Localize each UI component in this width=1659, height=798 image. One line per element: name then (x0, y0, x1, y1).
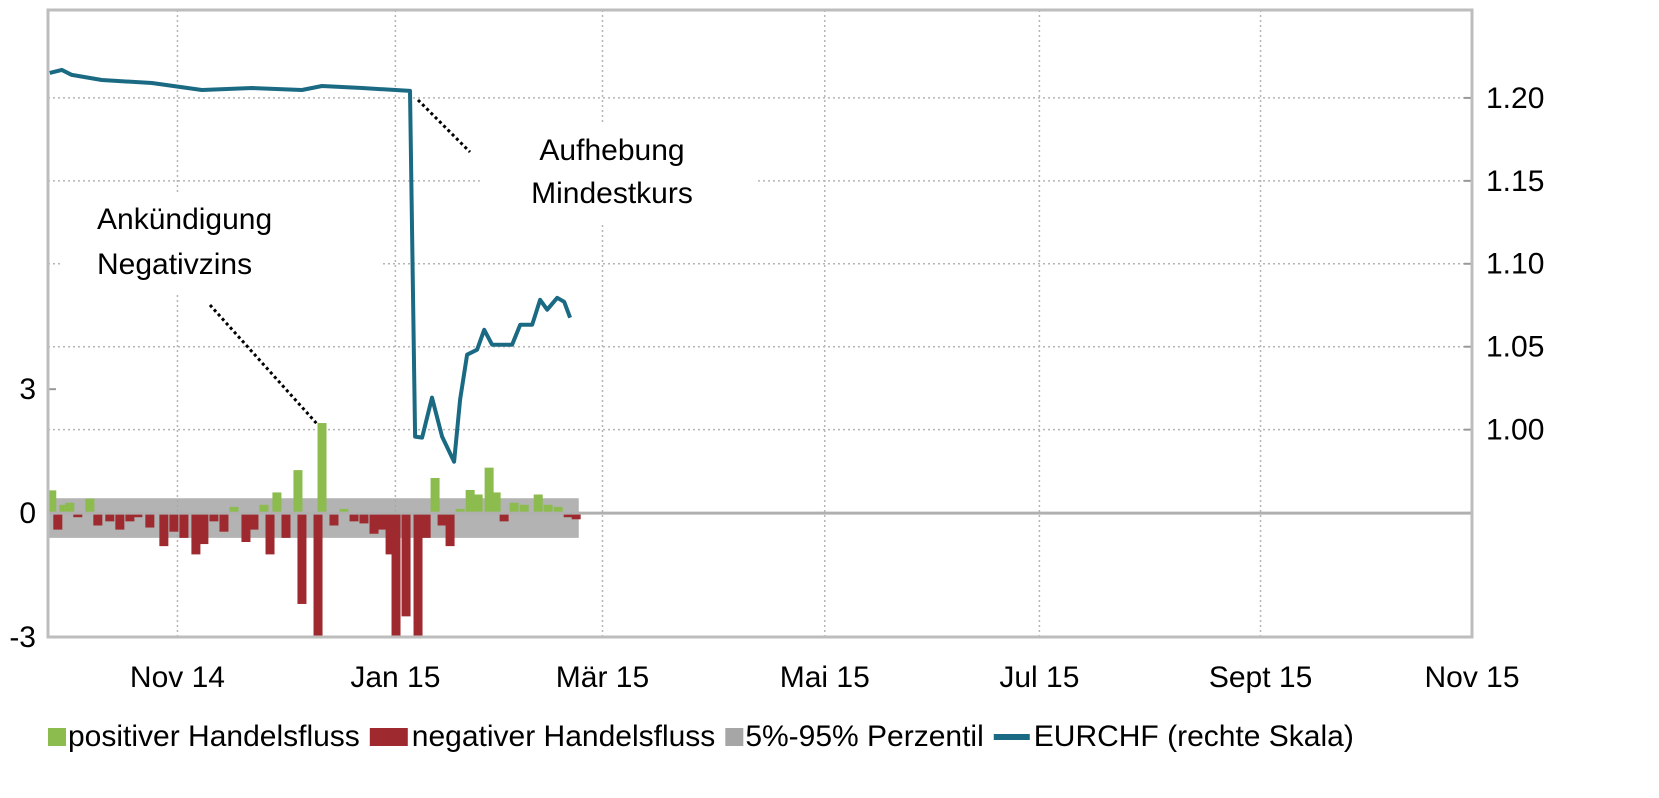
legend-swatch (48, 728, 66, 746)
annotation-text: Ankündigung (97, 203, 272, 236)
y-tick-label: -3 (9, 621, 36, 654)
bar (229, 506, 239, 514)
x-tick-label: Jul 15 (999, 661, 1079, 694)
bar (53, 513, 63, 530)
annotation-text: Aufhebung (539, 134, 684, 167)
x-tick-label: Mär 15 (556, 661, 649, 694)
y2-tick-label: 1.05 (1486, 331, 1544, 364)
bar (533, 494, 543, 514)
annotation-box (480, 122, 756, 222)
y-tick-label: 0 (19, 497, 36, 530)
bar (199, 513, 209, 545)
legend-swatch (369, 728, 408, 746)
bar (329, 513, 339, 526)
line (49, 67, 572, 464)
bar (369, 513, 379, 534)
bar (145, 513, 155, 528)
bar (553, 506, 563, 514)
bar (169, 513, 179, 532)
x-tick-label: Jan 15 (350, 661, 440, 694)
x-tick-label: Nov 15 (1424, 661, 1519, 694)
bar (59, 504, 69, 514)
bar (413, 513, 423, 637)
bar (115, 513, 125, 530)
annotation-text: Negativzins (97, 248, 252, 281)
bar (159, 513, 169, 547)
bar (421, 513, 431, 538)
x-tick-label: Sept 15 (1209, 661, 1312, 694)
legend-swatch (993, 734, 1030, 740)
bar (571, 513, 581, 520)
bar (491, 492, 501, 514)
bar (241, 513, 251, 542)
bar (437, 513, 447, 526)
bar (47, 490, 57, 514)
bar (430, 477, 440, 514)
bar (563, 513, 573, 518)
bar (191, 513, 201, 555)
bar (465, 489, 475, 514)
annotation-text: Mindestkurs (531, 177, 693, 210)
y2-tick-label: 1.10 (1486, 248, 1544, 281)
bar (209, 513, 219, 522)
x-tick-label: Nov 14 (130, 661, 225, 694)
bar (473, 494, 483, 514)
bar (125, 513, 135, 522)
bar (339, 508, 349, 514)
bar (93, 513, 103, 526)
bar (179, 513, 189, 538)
bar (265, 513, 275, 555)
bar (73, 513, 83, 518)
bar (85, 498, 95, 514)
bar (499, 513, 509, 522)
bar (249, 513, 259, 530)
plot-frame (46, 8, 1474, 639)
x-tick-label: Mai 15 (780, 661, 870, 694)
bar (359, 513, 369, 524)
bar (293, 470, 303, 514)
bar (133, 513, 143, 518)
bar (455, 508, 465, 514)
y2-tick-label: 1.15 (1486, 165, 1544, 198)
bar (509, 502, 519, 514)
legend: positiver Handelsfluss negativer Handelsf… (48, 720, 1354, 753)
bar (377, 513, 387, 530)
legend-swatch (725, 728, 744, 746)
bar (317, 423, 327, 514)
legend-label: 5%-95% Perzentil (745, 720, 983, 753)
y2-tick-label: 1.20 (1486, 82, 1544, 115)
bar (385, 513, 395, 555)
bar (543, 504, 553, 514)
bar (272, 492, 282, 514)
bar (65, 502, 75, 514)
legend-label: EURCHF (rechte Skala) (1034, 720, 1354, 753)
y2-tick-label: 1.00 (1486, 414, 1544, 447)
annotation-pointer (416, 98, 472, 154)
bar (401, 513, 411, 617)
bar (519, 504, 529, 514)
bar (484, 467, 494, 514)
legend-label: positiver Handelsfluss (68, 720, 360, 753)
bar (281, 513, 291, 538)
y-tick-label: 3 (19, 373, 36, 406)
legend-label: negativer Handelsfluss (412, 720, 716, 753)
bar (219, 513, 229, 532)
annotation-box (62, 192, 382, 292)
bar (391, 513, 401, 637)
bar (313, 513, 323, 637)
annotations: Aufhebung Mindestkurs Ankündigung Negati… (62, 98, 756, 427)
plot-area: -3 0 3 1.00 1.05 1.10 1.15 1.20 Nov 14 Jan 15 Mär … (9, 8, 1544, 694)
bar (445, 513, 455, 547)
bar (349, 513, 359, 522)
bar (105, 513, 115, 522)
annotation-pointer (208, 303, 320, 427)
bar (259, 504, 269, 514)
bar (297, 513, 307, 604)
